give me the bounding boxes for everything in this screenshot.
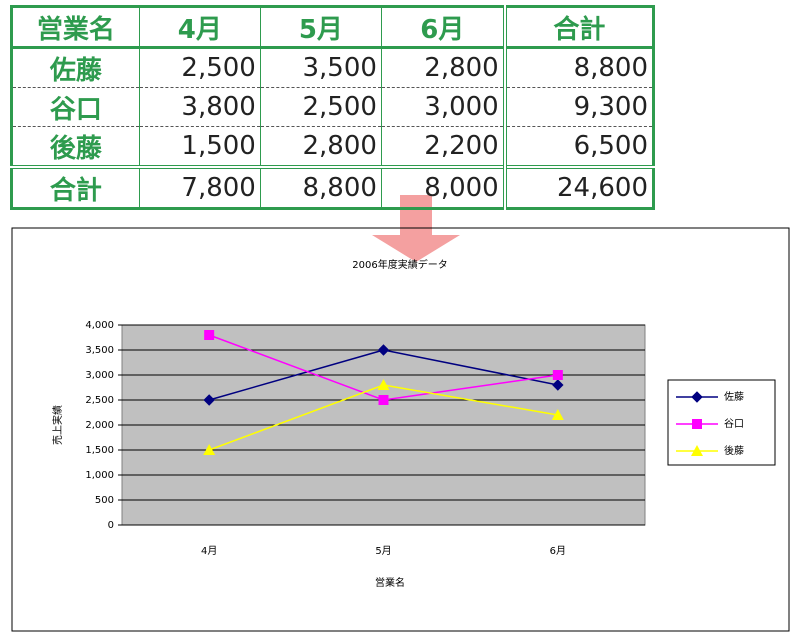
data-row: 後藤 1,500 2,800 2,200 6,500 (11, 126, 654, 168)
cell: 8,800 (259, 165, 382, 209)
data-point (378, 395, 389, 405)
cell: 7,800 (138, 165, 261, 209)
cell: 8,800 (502, 47, 654, 88)
row-label: 後藤 (11, 126, 140, 168)
cell: 3,000 (380, 87, 506, 127)
legend (667, 379, 776, 466)
chart-title: 2006年度実績データ (352, 258, 447, 271)
legend-label: 谷口 (724, 418, 744, 430)
y-axis-label: 売上実績 (51, 405, 64, 445)
cell: 8,000 (380, 165, 506, 209)
data-point (203, 444, 216, 455)
legend-label: 佐藤 (724, 391, 744, 403)
row-label: 営業名 (11, 6, 140, 49)
legend-marker (691, 445, 703, 456)
cell: 5月 (259, 6, 382, 49)
y-tick-label: 0 (108, 520, 114, 531)
cell: 1,500 (138, 126, 261, 168)
cell: 24,600 (502, 165, 654, 209)
data-row: 谷口 3,800 2,500 3,000 9,300 (11, 87, 654, 127)
y-tick-label: 2,000 (85, 420, 114, 431)
legend-marker (692, 419, 702, 429)
data-point (551, 409, 564, 420)
sales-table: 営業名 4月 5月 6月 合計 佐藤 2,500 3,500 2,800 8,800 谷口 3,800… (10, 5, 655, 210)
cell: 4月 (138, 6, 261, 49)
data-point (377, 379, 390, 390)
cell: 2,800 (380, 47, 506, 88)
cell: 2,800 (259, 126, 382, 168)
x-tick-label: 6月 (550, 545, 566, 557)
data-point (204, 330, 215, 340)
row-label: 合計 (11, 165, 140, 209)
x-tick-label: 5月 (375, 545, 391, 557)
total-row: 合計 7,800 8,800 8,000 24,600 (11, 165, 654, 209)
data-point (377, 344, 390, 356)
x-axis-label: 営業名 (375, 576, 405, 589)
y-tick-label: 3,000 (85, 370, 114, 381)
data-point (203, 394, 215, 406)
cell: 2,200 (380, 126, 506, 168)
x-tick-label: 4月 (201, 545, 217, 557)
legend-label: 後藤 (724, 444, 744, 457)
y-tick-label: 4,000 (85, 320, 114, 331)
legend-marker (691, 391, 703, 403)
cell: 6,500 (502, 126, 654, 168)
data-point (552, 379, 564, 391)
data-row: 佐藤 2,500 3,500 2,800 8,800 (11, 47, 654, 88)
cell: 9,300 (502, 87, 654, 127)
cell: 2,500 (259, 87, 382, 127)
y-tick-label: 2,500 (85, 395, 114, 406)
cell: 合計 (502, 6, 654, 49)
cell: 3,800 (138, 87, 261, 127)
header-row: 営業名 4月 5月 6月 合計 (11, 6, 654, 49)
y-tick-label: 1,000 (85, 470, 114, 481)
y-tick-label: 500 (95, 495, 114, 506)
cell: 3,500 (259, 47, 382, 88)
y-tick-label: 3,500 (85, 345, 114, 356)
row-label: 谷口 (11, 87, 140, 127)
y-tick-label: 1,500 (85, 445, 114, 456)
cell: 6月 (380, 6, 506, 49)
chart-frame (11, 227, 790, 632)
cell: 2,500 (138, 47, 261, 88)
row-label: 佐藤 (11, 47, 140, 88)
data-point (552, 370, 563, 380)
